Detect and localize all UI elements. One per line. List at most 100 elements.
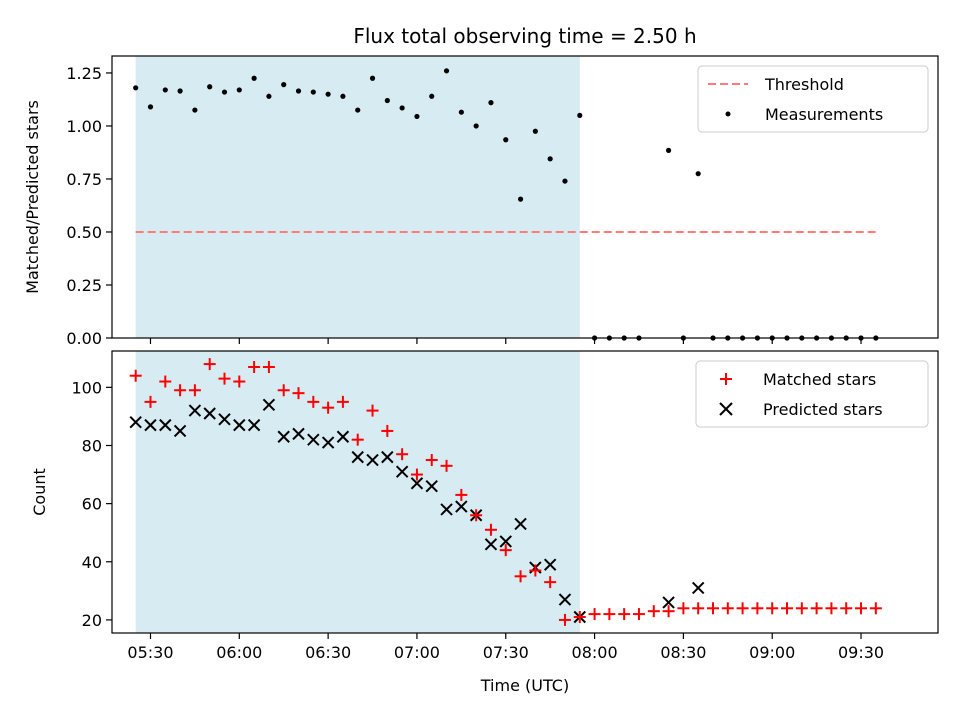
measurement-point bbox=[207, 84, 213, 90]
matched-stars-point bbox=[840, 602, 853, 615]
predicted-stars-point bbox=[336, 430, 350, 443]
measurement-point bbox=[547, 156, 553, 162]
matched-stars-point bbox=[869, 602, 882, 615]
top-y-tick-label: 0.00 bbox=[66, 329, 102, 348]
matched-stars-point bbox=[144, 395, 157, 408]
matched-stars-point bbox=[647, 605, 660, 618]
measurement-point bbox=[355, 107, 361, 113]
x-axis-label: Time (UTC) bbox=[480, 676, 569, 695]
legend-predicted-label: Predicted stars bbox=[763, 400, 883, 419]
legend-predicted-swatch bbox=[719, 402, 733, 416]
matched-stars-point bbox=[322, 401, 335, 414]
top-measurement-points bbox=[133, 68, 879, 341]
bottom-y-tick-label: 20 bbox=[82, 611, 102, 630]
matched-stars-point bbox=[366, 404, 379, 417]
measurement-point bbox=[221, 89, 228, 95]
measurement-point bbox=[562, 178, 568, 184]
predicted-stars-point bbox=[173, 424, 187, 438]
matched-stars-point bbox=[248, 360, 261, 373]
legend-matched-label: Matched stars bbox=[763, 370, 876, 389]
top-y-tick-label: 0.75 bbox=[66, 170, 102, 189]
measurement-point bbox=[281, 82, 287, 88]
predicted-stars-point bbox=[129, 416, 142, 429]
measurement-point bbox=[236, 87, 242, 93]
x-tick-label: 09:30 bbox=[838, 643, 884, 662]
x-tick-label: 07:00 bbox=[394, 643, 440, 662]
measurement-point bbox=[133, 85, 139, 91]
matched-stars-point bbox=[766, 602, 779, 615]
measurement-point bbox=[458, 109, 464, 115]
matched-stars-point bbox=[455, 488, 468, 501]
matched-stars-point bbox=[233, 375, 246, 388]
legend-threshold-label: Threshold bbox=[764, 75, 844, 94]
predicted-stars-point bbox=[514, 517, 527, 531]
measurement-point bbox=[192, 107, 198, 113]
measurement-point bbox=[369, 75, 376, 81]
predicted-stars-point bbox=[159, 418, 172, 432]
predicted-stars-point bbox=[277, 430, 290, 443]
predicted-stars-point bbox=[188, 404, 202, 417]
matched-stars-point bbox=[588, 608, 601, 621]
bottom-observing-span bbox=[135, 351, 580, 633]
matched-stars-point bbox=[277, 384, 290, 397]
top-legend-box bbox=[697, 65, 929, 133]
x-tick-label: 06:00 bbox=[216, 643, 262, 662]
bottom-x-ticks: 05:30 06:00 06:30 07:00 07:30 08:00 08:30 09:00… bbox=[127, 633, 884, 662]
matched-stars-point bbox=[781, 602, 794, 615]
matched-stars-point bbox=[514, 570, 527, 583]
top-x-ticks bbox=[149, 338, 862, 344]
predicted-stars-point bbox=[366, 453, 379, 467]
matched-stars-point bbox=[159, 375, 172, 388]
predicted-stars-point bbox=[543, 558, 557, 571]
predicted-stars-point bbox=[351, 450, 364, 464]
matched-stars-point bbox=[381, 424, 394, 437]
predicted-stars-point bbox=[381, 450, 394, 464]
predicted-stars-point bbox=[395, 465, 409, 478]
predicted-stars-point bbox=[410, 477, 424, 490]
predicted-stars-point bbox=[499, 535, 512, 548]
measurement-point bbox=[399, 105, 405, 111]
x-tick-label: 05:30 bbox=[127, 643, 173, 662]
matched-stars-point bbox=[440, 459, 453, 472]
bottom-y-ticks: 20 40 60 80 100 bbox=[71, 378, 112, 630]
measurement-point bbox=[266, 93, 272, 99]
predicted-stars-point bbox=[218, 413, 231, 426]
predicted-stars-point bbox=[262, 398, 276, 411]
measurement-point bbox=[473, 123, 479, 129]
matched-stars-point bbox=[751, 602, 764, 615]
matched-stars-point bbox=[662, 605, 675, 618]
predicted-stars-point bbox=[321, 436, 335, 449]
measurement-point bbox=[532, 128, 538, 134]
matched-stars-point bbox=[292, 387, 305, 400]
measurement-point bbox=[384, 97, 390, 104]
predicted-stars-point bbox=[691, 581, 705, 595]
matched-stars-point bbox=[262, 360, 275, 373]
matched-stars-point bbox=[855, 602, 868, 615]
measurement-point bbox=[429, 93, 435, 99]
measurement-point bbox=[414, 113, 420, 120]
x-tick-label: 09:00 bbox=[749, 643, 795, 662]
bottom-panel-frame bbox=[111, 350, 939, 634]
top-y-tick-label: 1.25 bbox=[66, 64, 102, 83]
predicted-stars-point bbox=[484, 538, 498, 551]
matched-stars-point bbox=[351, 433, 364, 446]
matched-stars-point bbox=[218, 372, 231, 385]
bottom-y-tick-label: 40 bbox=[82, 553, 102, 572]
matched-stars-point bbox=[825, 602, 838, 615]
top-panel-title: Flux total observing time = 2.50 h bbox=[353, 24, 696, 48]
top-panel-frame bbox=[111, 55, 939, 339]
legend-measurements-swatch bbox=[725, 111, 731, 117]
measurement-point bbox=[295, 88, 302, 94]
matched-stars-point bbox=[603, 608, 616, 621]
x-tick-label: 08:30 bbox=[660, 643, 706, 662]
measurement-point bbox=[577, 112, 583, 118]
matched-stars-point bbox=[484, 523, 497, 536]
measurement-point bbox=[665, 147, 672, 153]
predicted-stars-point bbox=[425, 479, 438, 493]
matched-stars-point bbox=[692, 602, 705, 615]
bottom-legend-box bbox=[695, 360, 929, 428]
predicted-stars-point bbox=[247, 418, 261, 432]
matched-stars-point bbox=[499, 544, 512, 557]
matched-stars-point bbox=[573, 611, 586, 624]
